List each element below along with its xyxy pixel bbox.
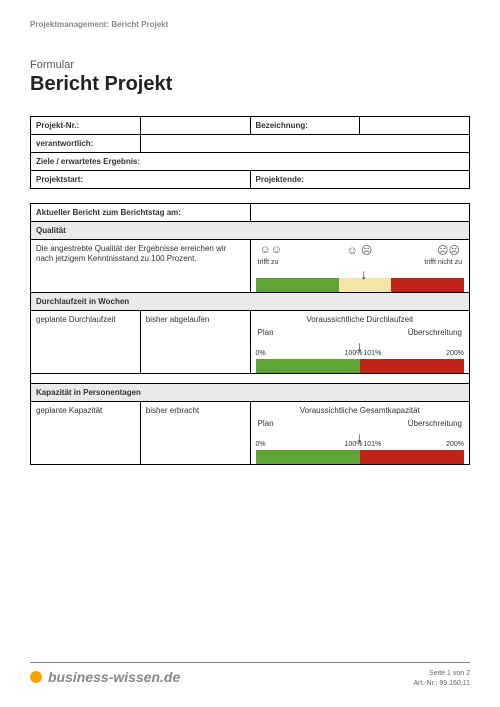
kapazitaet-plan-label: Plan [258, 419, 274, 428]
smiley-left-icon: ☺☺ [260, 244, 282, 257]
durchlauf-bar [256, 359, 465, 373]
tick-100: 100% [345, 441, 363, 448]
kapazitaet-scale: Voraussichtliche Gesamtkapazität Plan Üb… [250, 402, 470, 465]
section-quality-header: Qualität [31, 222, 470, 240]
smiley-right-icon: ☹☹ [437, 244, 460, 257]
arrow-down-icon: ↓ [360, 266, 367, 282]
quality-label-right: trifft nicht zu [424, 259, 462, 266]
meta-bezeichnung-value[interactable] [360, 117, 470, 135]
kapazitaet-col1: geplante Kapazität [31, 402, 141, 465]
section-kapazitaet-header: Kapazität in Personentagen [31, 384, 470, 402]
quality-text: Die angestrebte Qualität der Ergebnisse … [31, 240, 251, 293]
meta-verantwortlich-value[interactable] [140, 135, 469, 153]
report-table: Aktueller Bericht zum Berichtstag am: Qu… [30, 203, 470, 465]
quality-scale: ☺☺ ☺ ☹ ☹☹ trifft zu trifft nicht zu ↓ [250, 240, 470, 293]
durchlauf-col1: geplante Durchlaufzeit [31, 311, 141, 374]
durchlauf-ueber-label: Überschreitung [408, 328, 462, 337]
kapazitaet-col2: bisher erbracht [140, 402, 250, 465]
meta-projektstart-label: Projektstart: [31, 171, 251, 189]
durchlauf-col2: bisher abgelaufen [140, 311, 250, 374]
brand-dot-icon [30, 671, 42, 683]
tick-200: 200% [446, 350, 464, 357]
kapazitaet-arrow-row: ↓ [256, 429, 465, 441]
footer-art: Art.-Nr.: 99.160.11 [413, 679, 470, 689]
durchlauf-arrow-row: ↓ [256, 338, 465, 350]
kapazitaet-right-title: Voraussichtliche Gesamtkapazität [256, 406, 465, 415]
durchlauf-plan-label: Plan [258, 328, 274, 337]
tick-0: 0% [256, 350, 266, 357]
page-title: Bericht Projekt [30, 73, 470, 96]
meta-ziele-label: Ziele / erwartetes Ergebnis: [31, 153, 470, 171]
tick-0: 0% [256, 441, 266, 448]
brand: business-wissen.de [30, 669, 180, 685]
quality-arrow-row: ↓ [256, 266, 465, 278]
section-durchlauf-header: Durchlaufzeit in Wochen [31, 293, 470, 311]
durchlauf-right-title: Voraussichtliche Durchlaufzeit [256, 315, 465, 324]
brand-text: business-wissen.de [48, 669, 180, 685]
footer-page: Seite 1 von 2 [413, 669, 470, 679]
report-header-label: Aktueller Bericht zum Berichtstag am: [31, 204, 251, 222]
page-footer: business-wissen.de Seite 1 von 2 Art.-Nr… [30, 662, 470, 689]
breadcrumb: Projektmanagement: Bericht Projekt [30, 20, 470, 29]
kapazitaet-bar [256, 450, 465, 464]
meta-projekt-nr-label: Projekt-Nr.: [31, 117, 141, 135]
report-header-value[interactable] [250, 204, 470, 222]
meta-projekt-nr-value[interactable] [140, 117, 250, 135]
meta-verantwortlich-label: verantwortlich: [31, 135, 141, 153]
meta-bezeichnung-label: Bezeichnung: [250, 117, 360, 135]
durchlauf-scale: Voraussichtliche Durchlaufzeit Plan Über… [250, 311, 470, 374]
quality-label-left: trifft zu [258, 259, 279, 266]
meta-projektende-label: Projektende: [250, 171, 470, 189]
tick-101: 101% [363, 441, 381, 448]
kapazitaet-ueber-label: Überschreitung [408, 419, 462, 428]
tick-100: 100% [345, 350, 363, 357]
smiley-mid-icon: ☺ ☹ [347, 244, 373, 257]
meta-table: Projekt-Nr.: Bezeichnung: verantwortlich… [30, 116, 470, 189]
tick-200: 200% [446, 441, 464, 448]
pretitle: Formular [30, 59, 470, 71]
tick-101: 101% [363, 350, 381, 357]
